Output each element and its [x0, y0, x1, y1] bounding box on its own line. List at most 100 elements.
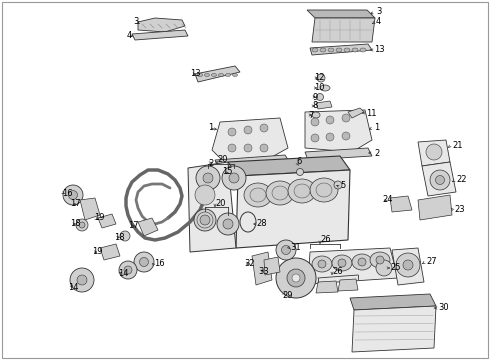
Ellipse shape [232, 73, 238, 77]
Polygon shape [348, 108, 364, 118]
Ellipse shape [219, 73, 223, 77]
Polygon shape [312, 18, 375, 42]
Text: 6: 6 [296, 158, 301, 166]
Ellipse shape [336, 48, 342, 52]
Ellipse shape [328, 48, 334, 52]
Text: 3: 3 [133, 18, 138, 27]
Text: 26: 26 [320, 235, 331, 244]
Text: 3: 3 [376, 8, 381, 17]
Ellipse shape [294, 184, 310, 198]
Text: 24: 24 [382, 195, 392, 204]
Polygon shape [236, 170, 350, 248]
Circle shape [69, 190, 77, 199]
Polygon shape [316, 281, 338, 293]
Text: 20: 20 [217, 156, 227, 165]
Polygon shape [215, 155, 290, 168]
Ellipse shape [352, 48, 358, 52]
Polygon shape [305, 148, 372, 160]
Circle shape [318, 260, 326, 268]
Circle shape [326, 116, 334, 124]
Polygon shape [212, 118, 288, 160]
Ellipse shape [332, 255, 352, 271]
Ellipse shape [288, 179, 316, 203]
Text: 33: 33 [258, 267, 269, 276]
Circle shape [296, 168, 303, 175]
Ellipse shape [312, 256, 332, 272]
Circle shape [196, 166, 220, 190]
Circle shape [140, 257, 148, 266]
Text: 4: 4 [127, 31, 132, 40]
Circle shape [63, 185, 83, 205]
Polygon shape [264, 257, 280, 275]
Circle shape [200, 215, 210, 225]
Circle shape [376, 260, 392, 276]
Circle shape [358, 258, 366, 266]
Ellipse shape [316, 183, 332, 197]
Polygon shape [392, 248, 424, 285]
Circle shape [276, 240, 296, 260]
Polygon shape [308, 248, 398, 284]
Ellipse shape [250, 188, 266, 202]
Circle shape [403, 260, 413, 270]
Circle shape [276, 258, 316, 298]
Circle shape [222, 166, 246, 190]
Circle shape [195, 185, 215, 205]
Text: 16: 16 [62, 189, 73, 198]
Circle shape [197, 212, 213, 228]
Circle shape [124, 266, 132, 274]
Text: 4: 4 [376, 18, 381, 27]
Circle shape [119, 261, 137, 279]
Circle shape [317, 74, 325, 82]
Text: 2: 2 [208, 158, 213, 167]
Text: 21: 21 [452, 140, 463, 149]
Polygon shape [228, 156, 350, 176]
Text: 17: 17 [128, 221, 139, 230]
Circle shape [334, 181, 342, 189]
Circle shape [223, 219, 233, 229]
Polygon shape [305, 110, 372, 152]
Text: 9: 9 [312, 93, 317, 102]
Ellipse shape [266, 181, 294, 205]
Polygon shape [310, 44, 372, 55]
Polygon shape [418, 195, 452, 220]
Text: 11: 11 [366, 108, 376, 117]
Polygon shape [338, 279, 358, 291]
Text: 17: 17 [70, 199, 81, 208]
Polygon shape [350, 294, 436, 310]
Circle shape [120, 231, 130, 241]
Polygon shape [307, 10, 375, 18]
Circle shape [281, 246, 291, 255]
Circle shape [311, 134, 319, 142]
Polygon shape [390, 196, 412, 212]
Circle shape [287, 269, 305, 287]
Text: 19: 19 [94, 213, 104, 222]
Ellipse shape [344, 48, 350, 52]
Circle shape [244, 144, 252, 152]
Ellipse shape [360, 48, 366, 52]
Ellipse shape [320, 48, 326, 52]
Circle shape [317, 94, 323, 100]
Text: 5: 5 [340, 181, 345, 190]
Ellipse shape [197, 73, 202, 77]
Ellipse shape [212, 73, 217, 77]
Polygon shape [195, 66, 240, 82]
Text: 15: 15 [222, 167, 232, 176]
Circle shape [376, 256, 384, 264]
Polygon shape [98, 214, 116, 228]
Text: 19: 19 [92, 248, 102, 256]
Text: 23: 23 [454, 206, 465, 215]
Circle shape [134, 252, 154, 272]
Text: 31: 31 [290, 243, 301, 252]
Text: 10: 10 [314, 84, 324, 93]
Ellipse shape [244, 183, 272, 207]
Polygon shape [138, 218, 158, 236]
Ellipse shape [370, 252, 390, 268]
Text: 16: 16 [154, 260, 165, 269]
Ellipse shape [312, 48, 318, 52]
Text: 1: 1 [374, 123, 379, 132]
Circle shape [217, 213, 239, 235]
Text: 28: 28 [256, 220, 267, 229]
Polygon shape [80, 198, 100, 220]
Text: 14: 14 [68, 284, 78, 292]
Text: 26: 26 [332, 266, 343, 275]
